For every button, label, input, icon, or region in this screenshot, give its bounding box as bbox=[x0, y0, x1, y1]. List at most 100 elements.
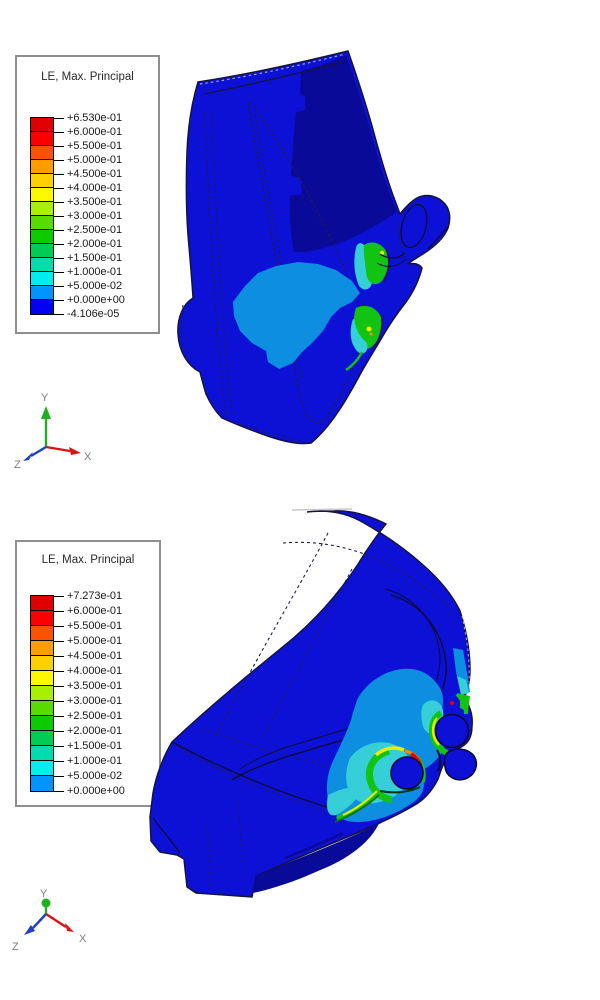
y-axis-label: Y bbox=[41, 392, 49, 404]
model-top-edge-dashes bbox=[199, 53, 346, 85]
legend-tick-label: +4.000e-01 bbox=[53, 182, 122, 194]
right-edge-dashes bbox=[461, 615, 470, 683]
contour-legend-bottom: LE, Max. Principal +7.273e-01 +6.000e-01 +… bbox=[15, 540, 161, 807]
upper-boss bbox=[434, 713, 470, 749]
model-top-left-edge-line2 bbox=[211, 111, 233, 415]
lower-boss bbox=[390, 756, 424, 790]
mid-dash-curve-2 bbox=[263, 568, 353, 736]
legend-tick-label: +4.500e-01 bbox=[53, 650, 122, 662]
legend-color-swatch bbox=[31, 716, 53, 731]
x-axis-label: X bbox=[79, 933, 87, 945]
notch-crease-2 bbox=[376, 258, 407, 267]
tick-mark bbox=[53, 159, 64, 161]
z-axis-label: Z bbox=[12, 941, 19, 953]
legend-color-swatch bbox=[31, 611, 53, 626]
tick-mark bbox=[53, 299, 64, 301]
legend-color-swatch bbox=[31, 244, 53, 258]
legend-color-swatch bbox=[31, 272, 53, 286]
legend-tick-label: +5.000e-02 bbox=[53, 280, 122, 292]
block-dash-1 bbox=[206, 821, 212, 889]
tick-mark bbox=[53, 243, 64, 245]
legend-color-swatch bbox=[31, 216, 53, 230]
crease-under-lower-boss bbox=[379, 786, 421, 794]
hotspot-lower-orange-speck bbox=[369, 332, 373, 336]
legend-color-swatch bbox=[31, 146, 53, 160]
x-axis-arrowhead bbox=[69, 447, 81, 455]
legend-color-swatch bbox=[31, 671, 53, 686]
yellow-streak-tail bbox=[342, 790, 378, 816]
tick-mark bbox=[53, 745, 64, 747]
legend-tick-label: +3.500e-01 bbox=[53, 680, 122, 692]
legend-tick-label: +2.000e-01 bbox=[53, 238, 122, 250]
tick-mark bbox=[53, 730, 64, 732]
legend-colorbar bbox=[30, 595, 54, 792]
legend-color-swatch bbox=[31, 188, 53, 202]
legend-title: LE, Max. Principal bbox=[41, 71, 134, 83]
legend-tick-label: +3.500e-01 bbox=[53, 196, 122, 208]
tick-mark bbox=[53, 640, 64, 642]
tick-mark bbox=[53, 229, 64, 231]
legend-color-swatch bbox=[31, 656, 53, 671]
tick-mark bbox=[53, 715, 64, 717]
legend-color-swatch bbox=[31, 641, 53, 656]
legend-colorbar bbox=[30, 117, 54, 315]
legend-tick-label: +6.000e-01 bbox=[53, 605, 122, 617]
legend-tick-label: +2.000e-01 bbox=[53, 725, 122, 737]
tick-mark bbox=[53, 117, 64, 119]
cyan-streak-lower-left bbox=[326, 786, 363, 816]
tick-mark bbox=[53, 285, 64, 287]
hotspot-lower-cyan bbox=[350, 319, 368, 354]
y-axis-arrowhead bbox=[41, 406, 51, 419]
tick-mark bbox=[53, 595, 64, 597]
legend-color-swatch bbox=[31, 626, 53, 641]
flap-crease bbox=[152, 817, 181, 854]
legend-tick-label: +2.500e-01 bbox=[53, 710, 122, 722]
legend-tick-label: +4.500e-01 bbox=[53, 168, 122, 180]
z-axis-arrowhead bbox=[24, 925, 35, 935]
x-axis-arrow bbox=[45, 912, 67, 929]
tick-mark bbox=[53, 760, 64, 762]
legend-tick-label: +1.500e-01 bbox=[53, 740, 122, 752]
legend-tick-label: +5.500e-01 bbox=[53, 620, 122, 632]
legend-tick-label: +5.000e-02 bbox=[53, 770, 122, 782]
hotspot-upper-crease bbox=[383, 248, 390, 282]
legend-color-swatch bbox=[31, 160, 53, 174]
tick-mark bbox=[53, 655, 64, 657]
ear-tab bbox=[443, 748, 477, 781]
legend-color-swatch bbox=[31, 286, 53, 300]
legend-tick-label: +4.000e-01 bbox=[53, 665, 122, 677]
legend-tick-label: +5.000e-01 bbox=[53, 635, 122, 647]
tick-mark bbox=[53, 700, 64, 702]
z-axis-arrowhead bbox=[23, 452, 33, 461]
legend-tick-label: +0.000e+00 bbox=[53, 785, 125, 797]
model-bottom-dark-wedge bbox=[253, 821, 380, 893]
arm-neck-dashes bbox=[395, 221, 405, 259]
legend-color-swatch bbox=[31, 701, 53, 716]
tick-mark bbox=[53, 201, 64, 203]
legend-tick-label: +3.000e-01 bbox=[53, 210, 122, 222]
tick-mark bbox=[53, 775, 64, 777]
dark-streak bbox=[284, 831, 344, 860]
arm-oval-edge bbox=[400, 203, 428, 249]
tick-mark bbox=[53, 271, 64, 273]
mid-dash-curve-1 bbox=[215, 532, 329, 737]
legend-color-swatch bbox=[31, 731, 53, 746]
contour-patch-light-blue bbox=[233, 262, 360, 369]
red-speck bbox=[450, 701, 454, 705]
hotspot-lower-crease bbox=[371, 314, 383, 350]
x-axis-label: X bbox=[84, 451, 92, 463]
tick-mark bbox=[53, 790, 64, 792]
legend-color-swatch bbox=[31, 174, 53, 188]
yellow-arc-lower-boss bbox=[374, 746, 405, 757]
green-streak-dark-line bbox=[334, 794, 380, 823]
tick-mark bbox=[53, 257, 64, 259]
tick-mark bbox=[53, 145, 64, 147]
legend-tick-label: +1.000e-01 bbox=[53, 755, 122, 767]
legend-color-swatch bbox=[31, 776, 53, 791]
model-top-foot-dashes bbox=[239, 423, 305, 442]
model-top-bevel-edge bbox=[203, 61, 345, 95]
notch-crease-1 bbox=[379, 252, 406, 259]
x-axis-arrow bbox=[45, 445, 71, 453]
legend-tick-label: +6.000e-01 bbox=[53, 126, 122, 138]
tick-mark bbox=[53, 313, 64, 315]
